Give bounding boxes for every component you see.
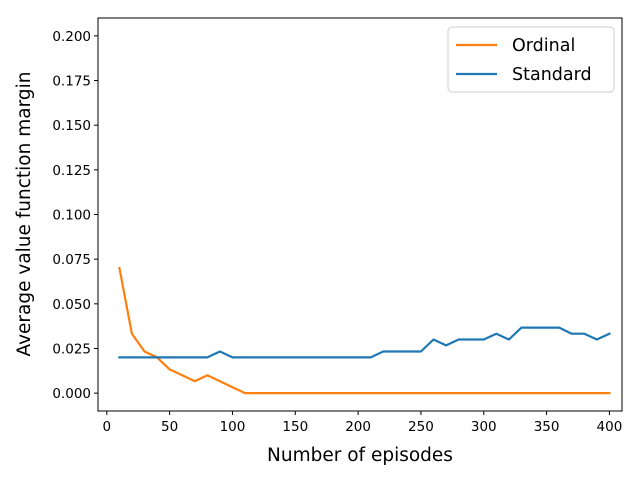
series-layer — [118, 266, 611, 395]
x-tick-label: 350 — [534, 419, 560, 435]
legend-frame — [447, 26, 615, 93]
series-line-standard — [118, 326, 611, 359]
x-tick-label: 0 — [102, 419, 111, 435]
legend-label-ordinal: Ordinal — [512, 36, 575, 56]
y-tick-label: 0.075 — [52, 252, 91, 268]
x-tick-label: 150 — [282, 419, 308, 435]
y-axis-title: Average value function margin — [14, 72, 35, 357]
y-tick-label: 0.150 — [52, 118, 91, 134]
y-tick-label: 0.125 — [52, 163, 91, 179]
y-tick-label: 0.175 — [52, 74, 91, 90]
y-tick-label: 0.050 — [52, 297, 91, 313]
x-tick-label: 400 — [597, 419, 623, 435]
series-line-ordinal — [118, 266, 611, 395]
x-tick-label: 200 — [345, 419, 371, 435]
legend-label-standard: Standard — [512, 65, 592, 85]
x-axis: 0 50 100 150 200 250 300 350 400 — [102, 411, 622, 435]
y-tick-label: 0.100 — [52, 208, 91, 224]
y-tick-label: 0.200 — [52, 29, 91, 45]
y-axis: 0.000 0.025 0.050 0.075 0.100 0.125 0.150 0.175… — [52, 29, 98, 402]
x-tick-label: 50 — [161, 419, 178, 435]
x-tick-label: 300 — [471, 419, 497, 435]
x-tick-label: 250 — [408, 419, 434, 435]
legend: Ordinal Standard — [447, 26, 615, 93]
y-tick-label: 0.000 — [52, 386, 91, 402]
x-axis-title: Number of episodes — [267, 445, 453, 466]
y-tick-label: 0.025 — [52, 341, 91, 357]
x-tick-label: 100 — [220, 419, 246, 435]
